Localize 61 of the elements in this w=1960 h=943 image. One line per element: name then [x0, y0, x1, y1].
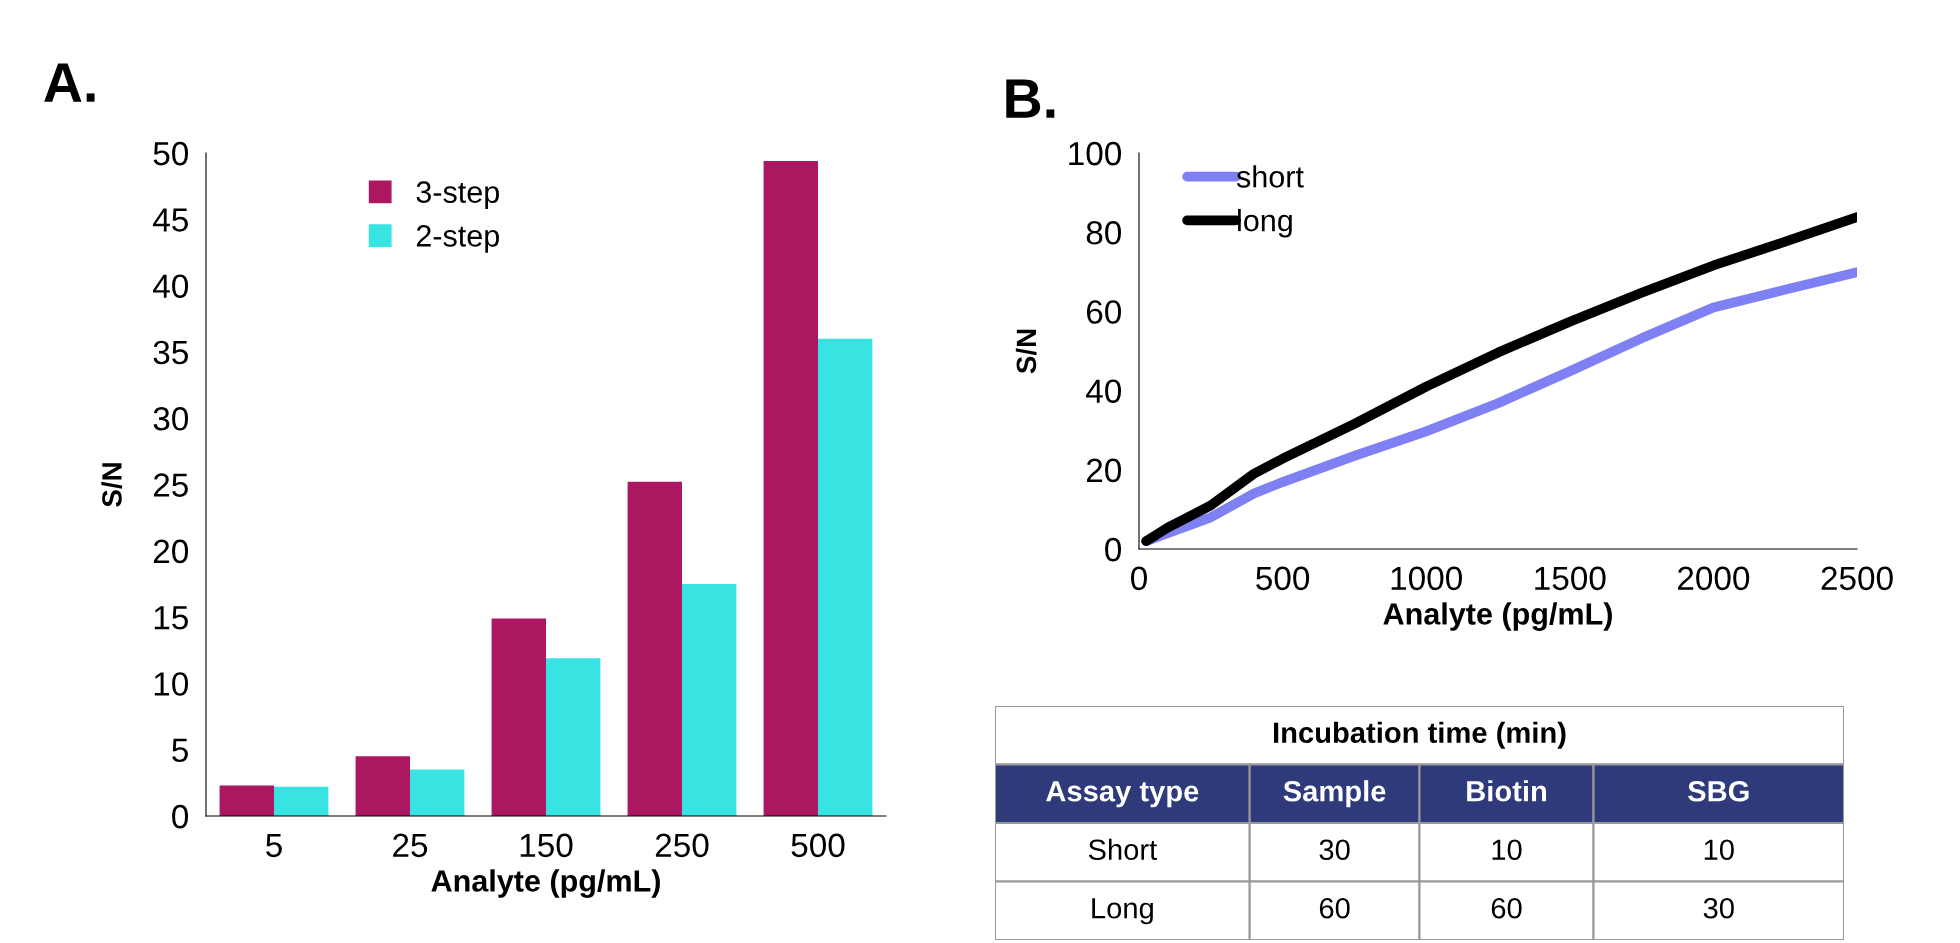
text: 30 — [1319, 839, 1350, 861]
y-tick-label: 50 — [153, 141, 189, 166]
category-label: Long — [1092, 898, 1153, 925]
x-tick-label: 1500 — [1535, 566, 1606, 591]
x-tick-label: 2500 — [1821, 566, 1893, 591]
x-axis-title: Analyte (pg/mL) — [431, 869, 660, 898]
y-tick-label: 80 — [1086, 221, 1122, 245]
bar — [682, 583, 737, 816]
x-tick-label: 5 — [266, 833, 282, 858]
y-tick-label: 40 — [1086, 379, 1122, 404]
y-tick-label: 20 — [1086, 458, 1122, 483]
text: Assay type — [1046, 781, 1199, 808]
bar — [410, 769, 465, 816]
x-tick-label: 500 — [1256, 566, 1310, 591]
x-tick-label: 2000 — [1678, 566, 1750, 591]
bar — [546, 658, 601, 816]
bar — [219, 785, 274, 816]
y-tick-label: 60 — [1086, 300, 1122, 324]
text: 60 — [1491, 897, 1522, 919]
x-tick-label: 25 — [393, 833, 428, 858]
category-label: Sample — [1283, 780, 1386, 808]
x-axis-title: Analyte (pg/mL) — [1383, 602, 1612, 631]
x-tick-label: 150 — [520, 833, 573, 858]
y-tick-label: 100 — [1069, 141, 1122, 166]
y-tick-label: 5 — [172, 738, 188, 763]
y-tick-label: 45 — [153, 208, 188, 232]
text: 30 — [1703, 897, 1734, 919]
y-tick-label: 0 — [172, 804, 189, 829]
bar — [491, 618, 546, 816]
legend-label: 2-step — [416, 225, 499, 253]
y-tick-label: 10 — [154, 672, 189, 696]
text: 10 — [1704, 839, 1734, 861]
x-tick-label: 1000 — [1391, 566, 1462, 591]
legend-label: long — [1238, 208, 1292, 238]
x-tick-label: 250 — [655, 833, 709, 858]
y-tick-label: 15 — [154, 606, 188, 630]
y-tick-label: 20 — [153, 539, 189, 564]
legend-label: 3-step — [416, 181, 499, 209]
y-tick-label: 30 — [153, 407, 189, 431]
y-tick-label: 40 — [153, 274, 189, 299]
bar — [627, 481, 682, 816]
legend-label: short — [1236, 165, 1304, 188]
category-label: SBG — [1688, 780, 1749, 802]
category-label: Biotin — [1467, 780, 1547, 802]
chart-title: A. — [44, 63, 95, 102]
category-label: Short — [1088, 838, 1157, 861]
y-axis-title: S/N — [1015, 329, 1037, 374]
text: Incubation time (min) — [1274, 721, 1566, 749]
text: 10 — [1492, 839, 1522, 861]
y-tick-label: 35 — [153, 340, 188, 365]
text: 60 — [1319, 897, 1350, 919]
bar — [274, 786, 329, 816]
chart-title: B. — [1006, 79, 1055, 118]
bar — [763, 160, 818, 816]
bar — [818, 338, 873, 816]
y-tick-label: 25 — [153, 473, 188, 497]
x-tick-label: 500 — [791, 833, 845, 858]
y-tick-label: 0 — [1105, 537, 1122, 562]
y-axis-title: S/N — [101, 463, 123, 507]
bar — [355, 756, 410, 816]
x-tick-label: 0 — [1131, 566, 1147, 591]
